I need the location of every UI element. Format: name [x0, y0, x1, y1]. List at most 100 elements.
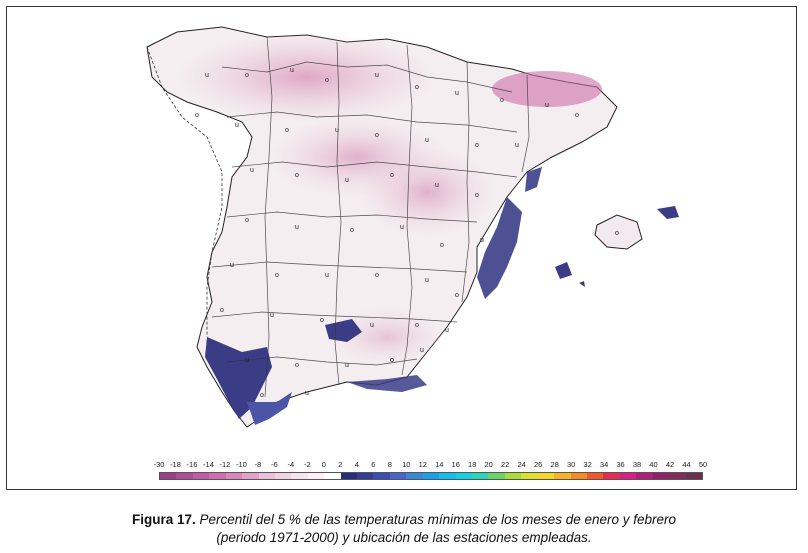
legend-swatch: [472, 473, 489, 479]
svg-text:o: o: [285, 127, 289, 134]
mallorca: [594, 214, 643, 250]
station-markers: u o u o u o u o u o o u o u o u o u u o u o u o o u o u o u u…: [195, 67, 619, 399]
legend-swatch: [685, 473, 702, 479]
legend-tick: 20: [484, 460, 493, 469]
svg-text:u: u: [480, 237, 484, 244]
caption-line-2: (periodo 1971-2000) y ubicación de las e…: [0, 530, 808, 545]
svg-text:o: o: [615, 230, 619, 237]
svg-text:o: o: [415, 84, 419, 91]
svg-text:u: u: [425, 137, 429, 144]
legend-tick: 14: [435, 460, 444, 469]
legend-tick: 12: [418, 460, 427, 469]
legend-swatch: [176, 473, 193, 479]
svg-text:u: u: [295, 224, 299, 231]
legend-swatch: [225, 473, 243, 479]
svg-text:o: o: [455, 292, 459, 299]
svg-text:u: u: [245, 357, 249, 364]
svg-text:u: u: [370, 322, 374, 329]
legend-swatch: [554, 473, 571, 479]
spain-map: u o u o u o u o u o o u o u o u o u u o u o u o o u o u o u u…: [146, 26, 679, 428]
legend-swatch: [324, 473, 341, 479]
north-cold-zone: [177, 32, 437, 122]
svg-text:o: o: [320, 317, 324, 324]
legend-swatch: [373, 473, 390, 479]
legend-swatch: [406, 473, 423, 479]
svg-text:u: u: [515, 142, 519, 149]
pyrenees-cold-zone: [492, 71, 602, 107]
legend-tick: -2: [304, 460, 311, 469]
southeast-cold-zone: [327, 307, 447, 367]
cordoba-warm: [325, 319, 362, 342]
svg-text:u: u: [345, 362, 349, 369]
legend-tick: 26: [533, 460, 543, 469]
menorca: [657, 206, 679, 219]
svg-text:u: u: [325, 272, 329, 279]
svg-text:o: o: [475, 192, 479, 199]
legend-tick: 28: [550, 460, 559, 469]
catalan-coast-warm: [525, 167, 542, 192]
legend-tick: 10: [402, 460, 411, 469]
legend-tick: 2: [338, 460, 343, 469]
legend-colorbar: [159, 472, 703, 480]
legend-tick: -12: [219, 460, 231, 469]
legend-swatch: [652, 473, 670, 479]
legend-tick: -16: [186, 460, 198, 469]
svg-text:o: o: [275, 272, 279, 279]
svg-text:o: o: [325, 77, 329, 84]
svg-text:o: o: [245, 217, 249, 224]
color-legend: -30 -18 -16 -14 -12 -10 -8 -6 -4 -2 0 2 4 6 8 10 12 14 16 1…: [154, 460, 707, 482]
svg-text:o: o: [390, 172, 394, 179]
legend-swatch: [537, 473, 555, 479]
svg-text:u: u: [375, 72, 379, 79]
legend-tick: 34: [599, 460, 609, 469]
caption-line-1: Figura 17. Percentil del 5 % de las temp…: [0, 512, 808, 527]
svg-text:u: u: [455, 90, 459, 97]
svg-text:o: o: [195, 112, 199, 119]
svg-text:o: o: [440, 242, 444, 249]
svg-text:u: u: [250, 167, 254, 174]
svg-text:u: u: [425, 277, 429, 284]
province-borders: [211, 36, 530, 398]
svg-text:u: u: [270, 312, 274, 319]
legend-tick: -14: [203, 460, 214, 469]
legend-tick: 4: [354, 460, 359, 469]
svg-text:o: o: [295, 362, 299, 369]
legend-swatch: [455, 473, 473, 479]
legend-swatch: [258, 473, 275, 479]
legend-swatch: [340, 473, 358, 479]
legend-tick: -4: [287, 460, 295, 469]
svg-text:o: o: [350, 227, 354, 234]
svg-text:o: o: [375, 132, 379, 139]
legend-swatch: [504, 473, 522, 479]
svg-text:u: u: [205, 72, 209, 79]
svg-text:o: o: [245, 72, 249, 79]
legend-swatch: [242, 473, 259, 479]
svg-text:o: o: [295, 172, 299, 179]
legend-tick: 42: [665, 460, 675, 469]
legend-swatch: [422, 473, 440, 479]
legend-swatch: [274, 473, 292, 479]
legend-tick: 40: [649, 460, 658, 469]
formentera: [579, 281, 585, 287]
legend-tick: 22: [501, 460, 510, 469]
legend-tick: 24: [517, 460, 526, 469]
legend-swatch: [570, 473, 587, 479]
ibiza: [555, 262, 572, 279]
svg-text:u: u: [290, 67, 294, 74]
legend-tick: 18: [468, 460, 477, 469]
guadalquivir-warm: [205, 337, 272, 419]
figure-label: Figura 17.: [131, 512, 196, 527]
legend-swatch: [669, 473, 686, 479]
svg-text:u: u: [400, 224, 404, 231]
svg-text:u: u: [545, 102, 549, 109]
legend-swatch: [307, 473, 325, 479]
svg-text:o: o: [260, 392, 264, 399]
svg-text:o: o: [415, 322, 419, 329]
legend-tick: 30: [566, 460, 576, 469]
caption-text-2: (periodo 1971-2000) y ubicación de las e…: [216, 530, 592, 545]
legend-tick: 0: [321, 460, 326, 469]
legend-swatch: [488, 473, 505, 479]
legend-tick: -8: [254, 460, 262, 469]
legend-swatch: [619, 473, 637, 479]
svg-text:u: u: [435, 182, 439, 189]
